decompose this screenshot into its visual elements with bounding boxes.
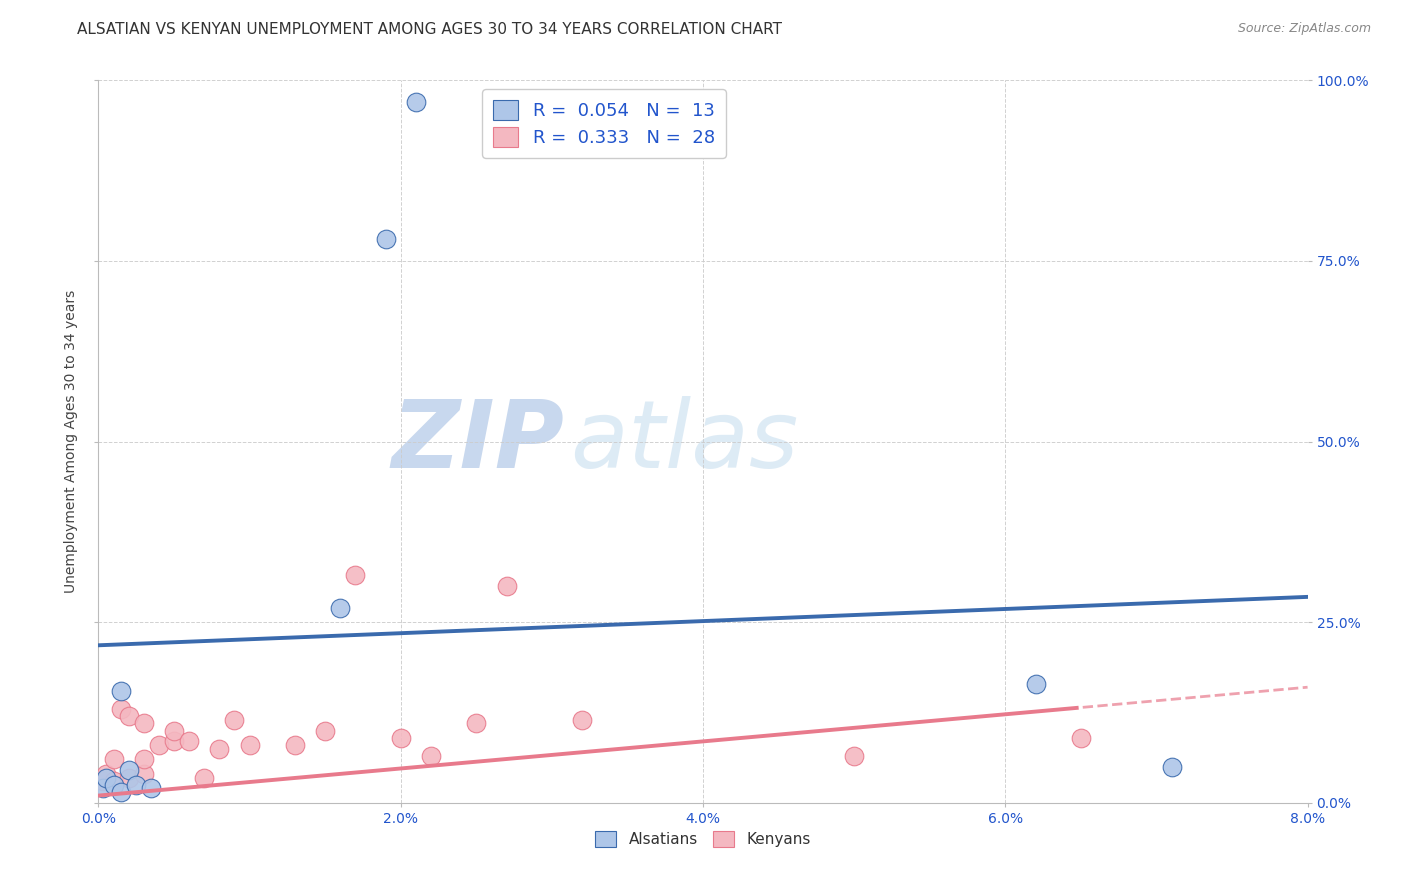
- Text: atlas: atlas: [569, 396, 799, 487]
- Point: [163, 723, 186, 738]
- Point: [239, 738, 262, 752]
- Point: [141, 781, 163, 796]
- Point: [329, 600, 352, 615]
- Point: [110, 683, 132, 698]
- Point: [193, 771, 215, 785]
- Point: [118, 771, 141, 785]
- Point: [420, 748, 443, 763]
- Point: [118, 764, 141, 778]
- Point: [844, 748, 866, 763]
- Point: [284, 738, 307, 752]
- Point: [132, 716, 155, 731]
- Point: [495, 579, 517, 593]
- Point: [571, 713, 593, 727]
- Point: [110, 702, 132, 716]
- Point: [314, 723, 336, 738]
- Point: [94, 771, 117, 785]
- Point: [374, 232, 396, 246]
- Legend: Alsatians, Kenyans: Alsatians, Kenyans: [589, 825, 817, 853]
- Point: [1025, 676, 1047, 690]
- Point: [1160, 760, 1182, 774]
- Point: [91, 781, 114, 796]
- Point: [208, 741, 231, 756]
- Point: [103, 778, 125, 792]
- Text: Source: ZipAtlas.com: Source: ZipAtlas.com: [1237, 22, 1371, 36]
- Point: [405, 95, 427, 109]
- Point: [179, 734, 201, 748]
- Point: [110, 785, 132, 799]
- Point: [132, 767, 155, 781]
- Point: [94, 767, 117, 781]
- Point: [148, 738, 170, 752]
- Point: [163, 734, 186, 748]
- Point: [118, 709, 141, 723]
- Point: [224, 713, 246, 727]
- Y-axis label: Unemployment Among Ages 30 to 34 years: Unemployment Among Ages 30 to 34 years: [65, 290, 79, 593]
- Point: [344, 568, 367, 582]
- Point: [91, 774, 114, 789]
- Point: [465, 716, 488, 731]
- Point: [103, 752, 125, 766]
- Text: ALSATIAN VS KENYAN UNEMPLOYMENT AMONG AGES 30 TO 34 YEARS CORRELATION CHART: ALSATIAN VS KENYAN UNEMPLOYMENT AMONG AG…: [77, 22, 782, 37]
- Point: [1070, 731, 1092, 745]
- Point: [103, 774, 125, 789]
- Point: [125, 778, 148, 792]
- Point: [132, 752, 155, 766]
- Text: ZIP: ZIP: [391, 395, 564, 488]
- Point: [389, 731, 412, 745]
